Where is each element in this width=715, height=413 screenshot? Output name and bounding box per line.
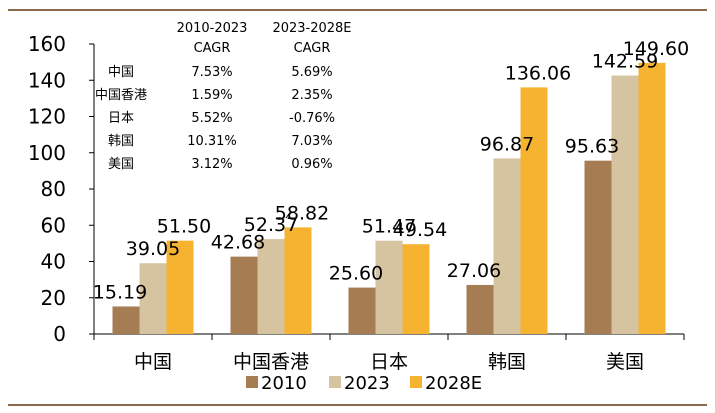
bar-2010: [112, 306, 140, 334]
data-label: 25.60: [329, 263, 383, 285]
cagr-value-2010-2023: 3.12%: [191, 157, 232, 172]
cagr-row-label: 中国: [108, 65, 134, 80]
data-label: 58.82: [275, 202, 329, 224]
bar-2028E: [638, 62, 666, 334]
cagr-value-2023-2028e: 0.96%: [291, 157, 332, 172]
legend-swatch-2010: [246, 376, 258, 388]
bar-2010: [230, 256, 258, 334]
cagr-value-2023-2028e: 5.69%: [291, 65, 332, 80]
cagr-row-label: 美国: [108, 157, 134, 172]
data-label: 51.50: [157, 216, 211, 238]
data-label: 27.06: [447, 260, 501, 282]
bar-2010: [466, 284, 494, 334]
data-label: 96.87: [480, 133, 534, 155]
cagr-value-2010-2023: 7.53%: [191, 65, 232, 80]
data-label: 52.37: [244, 214, 298, 236]
bar-2023: [257, 239, 285, 334]
data-label: 149.60: [623, 38, 689, 60]
bar-2010: [584, 160, 612, 334]
cagr-row-label: 中国香港: [95, 88, 147, 103]
data-label: 49.54: [393, 219, 447, 241]
bar-2023: [493, 158, 521, 334]
y-tick-label: 0: [53, 322, 66, 346]
cagr-header-line1: 2023-2028E: [272, 21, 351, 36]
cagr-value-2010-2023: 1.59%: [191, 88, 232, 103]
bars-group: [112, 62, 666, 334]
x-category-label: 中国: [134, 351, 172, 373]
cagr-value-2023-2028e: 2.35%: [291, 88, 332, 103]
bar-2028E: [520, 87, 548, 334]
bar-2023: [139, 263, 167, 334]
cagr-row-label: 韩国: [108, 134, 134, 149]
y-tick-label: 60: [41, 213, 66, 237]
category-labels-group: 中国 中国香港 日本 韩国 美国: [93, 334, 685, 373]
legend: 2010 2023 2028E: [246, 373, 482, 394]
y-tick-label: 40: [41, 250, 66, 274]
bar-2023: [375, 240, 403, 334]
cagr-header-line2: CAGR: [194, 41, 231, 56]
cagr-table: 2010-2023 CAGR 2023-2028E CAGR 中国 7.53% 5.69% 中…: [95, 21, 352, 172]
data-label: 142.59: [592, 51, 658, 73]
y-tick-label: 120: [28, 105, 66, 129]
bar-2028E: [166, 240, 194, 334]
cagr-value-2010-2023: 5.52%: [191, 111, 232, 126]
x-category-label: 韩国: [488, 351, 526, 373]
cagr-value-2010-2023: 10.31%: [187, 134, 237, 149]
cagr-value-2023-2028e: 7.03%: [291, 134, 332, 149]
cagr-row-label: 日本: [108, 111, 134, 126]
legend-swatch-2023: [329, 376, 341, 388]
data-label: 15.19: [93, 281, 147, 303]
data-label: 51.47: [362, 216, 416, 238]
y-tick-label: 100: [28, 141, 66, 165]
label-leader-line: [285, 210, 292, 219]
top-rule: [8, 9, 707, 11]
y-tick-label: 80: [41, 177, 66, 201]
y-tick-label: 140: [28, 68, 66, 92]
x-category-label: 中国香港: [233, 351, 309, 373]
x-category-label: 美国: [606, 351, 644, 373]
data-label: 42.68: [211, 232, 265, 254]
bar-2023: [611, 75, 639, 334]
bar-2028E: [402, 244, 430, 334]
bar-2028E: [284, 227, 312, 334]
legend-swatch-2028E: [410, 376, 422, 388]
bar-2010: [348, 287, 376, 334]
data-label: 136.06: [505, 62, 571, 84]
bottom-rule: [8, 404, 707, 406]
data-label: 95.63: [565, 136, 619, 158]
y-tick-label: 160: [28, 32, 66, 56]
legend-label: 2010: [261, 373, 307, 394]
legend-label: 2023: [344, 373, 390, 394]
data-label: 39.05: [126, 238, 180, 260]
cagr-value-2023-2028e: -0.76%: [289, 111, 335, 126]
x-category-label: 日本: [370, 351, 408, 373]
cagr-header-line2: CAGR: [294, 41, 331, 56]
y-tick-label: 20: [41, 286, 66, 310]
cagr-header-line1: 2010-2023: [177, 21, 248, 36]
legend-label: 2028E: [425, 373, 482, 394]
